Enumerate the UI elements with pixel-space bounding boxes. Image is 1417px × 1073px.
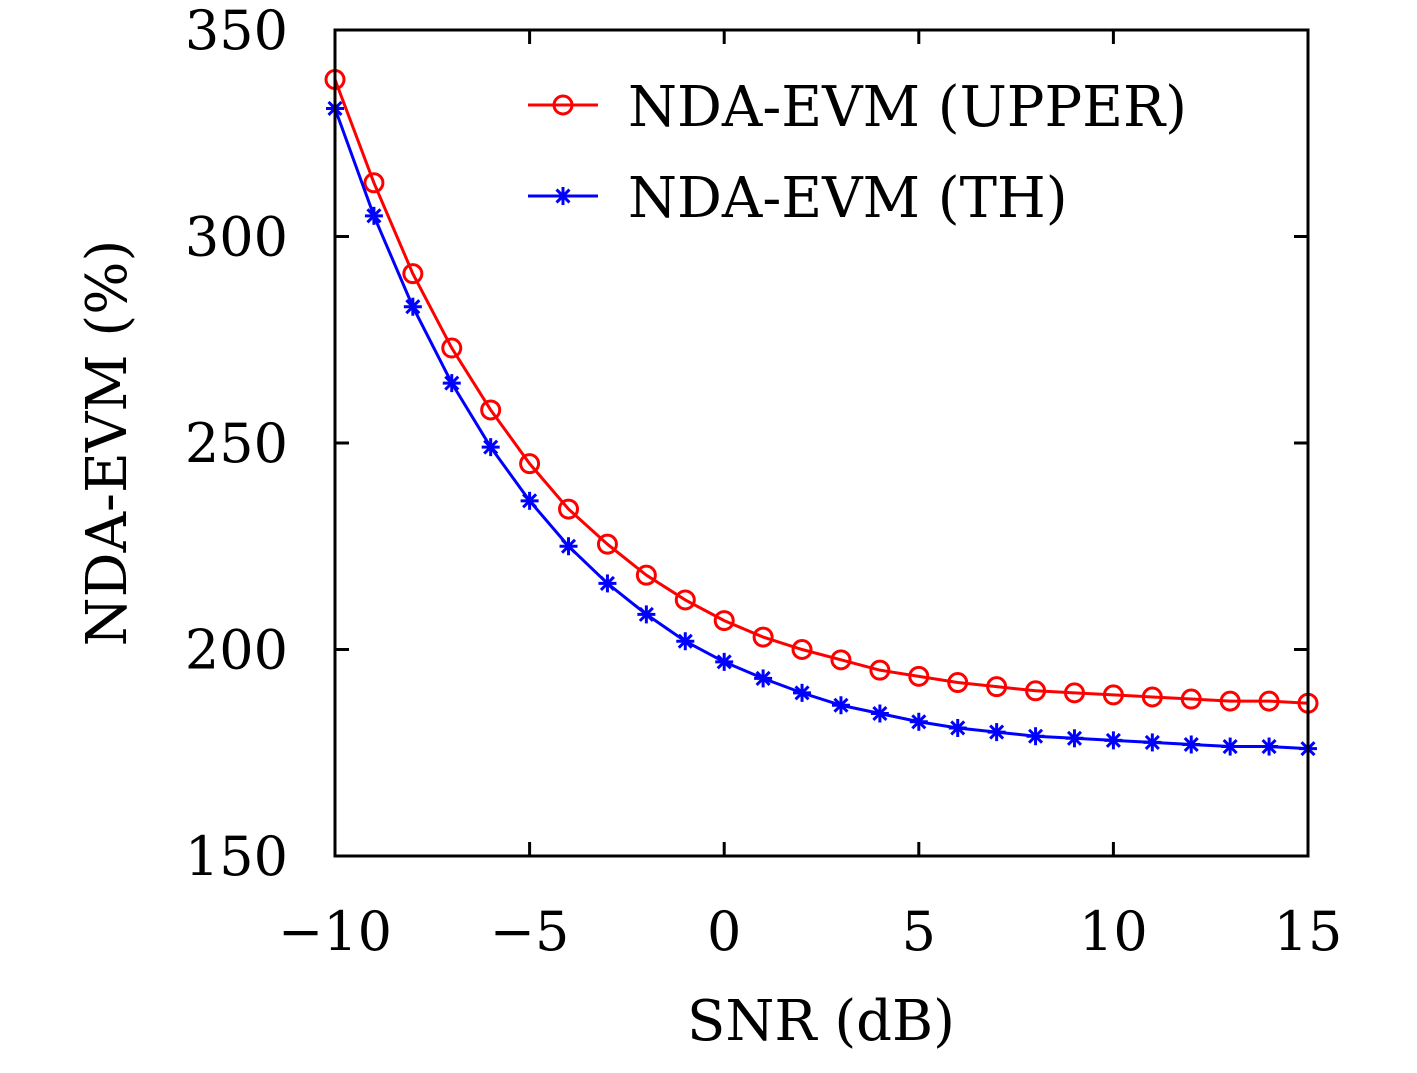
legend-marker xyxy=(554,187,572,205)
data-point xyxy=(558,498,580,520)
data-point xyxy=(1182,735,1201,754)
data-point xyxy=(1026,727,1045,746)
data-point xyxy=(1258,690,1280,712)
data-point xyxy=(480,399,502,421)
data-point xyxy=(986,676,1008,698)
legend: NDA-EVM (UPPER) NDA-EVM (TH) xyxy=(528,75,1187,231)
data-point xyxy=(947,672,969,694)
data-point xyxy=(559,537,578,556)
legend-entry: NDA-EVM (UPPER) xyxy=(528,75,1187,140)
y-tick-label: 250 xyxy=(185,412,288,475)
data-point xyxy=(674,589,696,611)
y-axis-title: NDA-EVM (%) xyxy=(75,240,140,647)
series-line xyxy=(333,79,1309,705)
data-point xyxy=(1221,737,1240,756)
data-point xyxy=(442,374,461,393)
x-tick-label: 5 xyxy=(902,900,936,963)
data-point xyxy=(637,605,656,624)
data-point xyxy=(441,337,463,359)
data-point xyxy=(715,652,734,671)
data-point xyxy=(1219,690,1241,712)
data-point xyxy=(909,712,928,731)
x-tick-label: −10 xyxy=(278,900,392,963)
y-tick-label: 300 xyxy=(185,206,288,269)
data-point xyxy=(402,263,424,285)
data-point xyxy=(1180,688,1202,710)
data-point xyxy=(403,297,422,316)
data-point xyxy=(870,704,889,723)
data-point xyxy=(1104,731,1123,750)
x-axis-title: SNR (dB) xyxy=(687,989,955,1054)
data-point xyxy=(1102,684,1124,706)
series-1 xyxy=(324,69,1319,714)
legend-label: NDA-EVM (UPPER) xyxy=(628,75,1187,140)
axis-ticks: −10 −5 0 5 10 15 150 200 250 300 350 xyxy=(185,0,1342,963)
y-tick-label: 150 xyxy=(185,825,288,888)
data-point xyxy=(1260,737,1279,756)
data-point xyxy=(519,453,541,475)
x-tick-label: 10 xyxy=(1079,900,1148,963)
data-point xyxy=(987,723,1006,742)
data-point xyxy=(752,626,774,648)
data-point xyxy=(363,172,385,194)
data-point xyxy=(830,649,852,671)
data-point xyxy=(481,438,500,457)
data-point xyxy=(364,206,383,225)
y-tick-label: 200 xyxy=(185,619,288,682)
legend-label: NDA-EVM (TH) xyxy=(628,166,1068,231)
data-point xyxy=(598,574,617,593)
x-tick-label: −5 xyxy=(490,900,570,963)
data-point xyxy=(793,683,812,702)
data-point xyxy=(791,639,813,660)
data-point xyxy=(1141,686,1163,708)
data-point xyxy=(908,665,930,687)
data-point xyxy=(1063,682,1085,704)
data-point xyxy=(1143,733,1162,752)
x-tick-label: 0 xyxy=(707,900,741,963)
data-point xyxy=(754,669,773,688)
data-point xyxy=(520,491,539,510)
data-point xyxy=(676,632,695,651)
data-point xyxy=(596,533,618,555)
data-point xyxy=(831,696,850,715)
x-tick-label: 15 xyxy=(1274,900,1343,963)
data-point xyxy=(1065,729,1084,748)
legend-entry: NDA-EVM (TH) xyxy=(528,166,1068,231)
data-point xyxy=(713,610,735,632)
y-tick-label: 350 xyxy=(185,0,288,62)
plot-area-frame xyxy=(333,28,1310,858)
data-point xyxy=(948,718,967,737)
data-point xyxy=(869,659,891,681)
data-point xyxy=(1025,680,1047,702)
data-point xyxy=(635,564,657,586)
legend-marker xyxy=(552,94,574,116)
